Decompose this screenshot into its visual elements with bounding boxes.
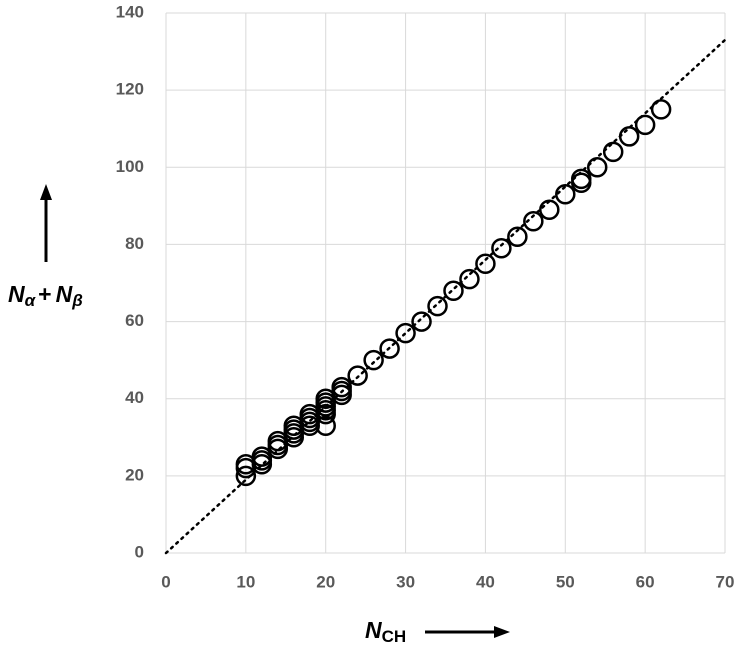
data-point [507,226,528,247]
data-point [331,376,352,398]
y-tick-label: 140 [116,2,144,21]
data-point [379,338,400,359]
data-point [475,253,496,274]
x-label-part: N [365,617,382,643]
x-axis-label: NCH [365,617,406,646]
data-point [251,446,273,467]
data-point [586,157,608,178]
data-point [411,311,432,332]
data-point [315,415,336,436]
y-axis-label: Nα + Nβ [8,281,83,310]
x-tick-label: 50 [556,572,575,591]
y-label-part: N [8,281,25,307]
data-point [395,322,416,344]
y-tick-label: 60 [125,311,144,330]
data-point [634,114,656,136]
data-point [443,280,464,301]
data-point [491,238,512,259]
x-label-sub: CH [382,627,407,646]
y-tick-label: 120 [116,80,144,99]
y-label-sub: α [25,291,37,310]
y-label-plus: + [38,281,51,307]
x-tick-label: 10 [236,572,255,591]
y-tick-label: 100 [116,157,144,176]
y-label-sub: β [71,291,83,310]
data-point [363,349,384,371]
data-point [539,199,560,220]
x-tick-label: 70 [716,572,735,591]
x-tick-label: 30 [396,572,415,591]
data-point [347,365,368,386]
data-point [555,184,576,205]
data-point [459,268,480,290]
y-tick-label: 80 [125,234,144,253]
x-tick-label: 60 [636,572,655,591]
x-tick-label: 40 [476,572,495,591]
x-tick-label: 0 [161,572,170,591]
y-tick-label: 0 [135,542,144,561]
y-arrow-head [40,184,52,200]
y-tick-label: 20 [125,465,144,484]
data-point [571,168,592,190]
x-arrow-head [494,626,510,638]
data-point [618,126,640,147]
y-label-part: N [56,281,73,307]
data-point [427,295,448,317]
x-tick-label: 20 [316,572,335,591]
y-tick-label: 40 [125,388,144,407]
data-point [235,465,257,487]
data-point [523,211,544,232]
data-point [650,99,672,120]
data-point [602,141,624,163]
